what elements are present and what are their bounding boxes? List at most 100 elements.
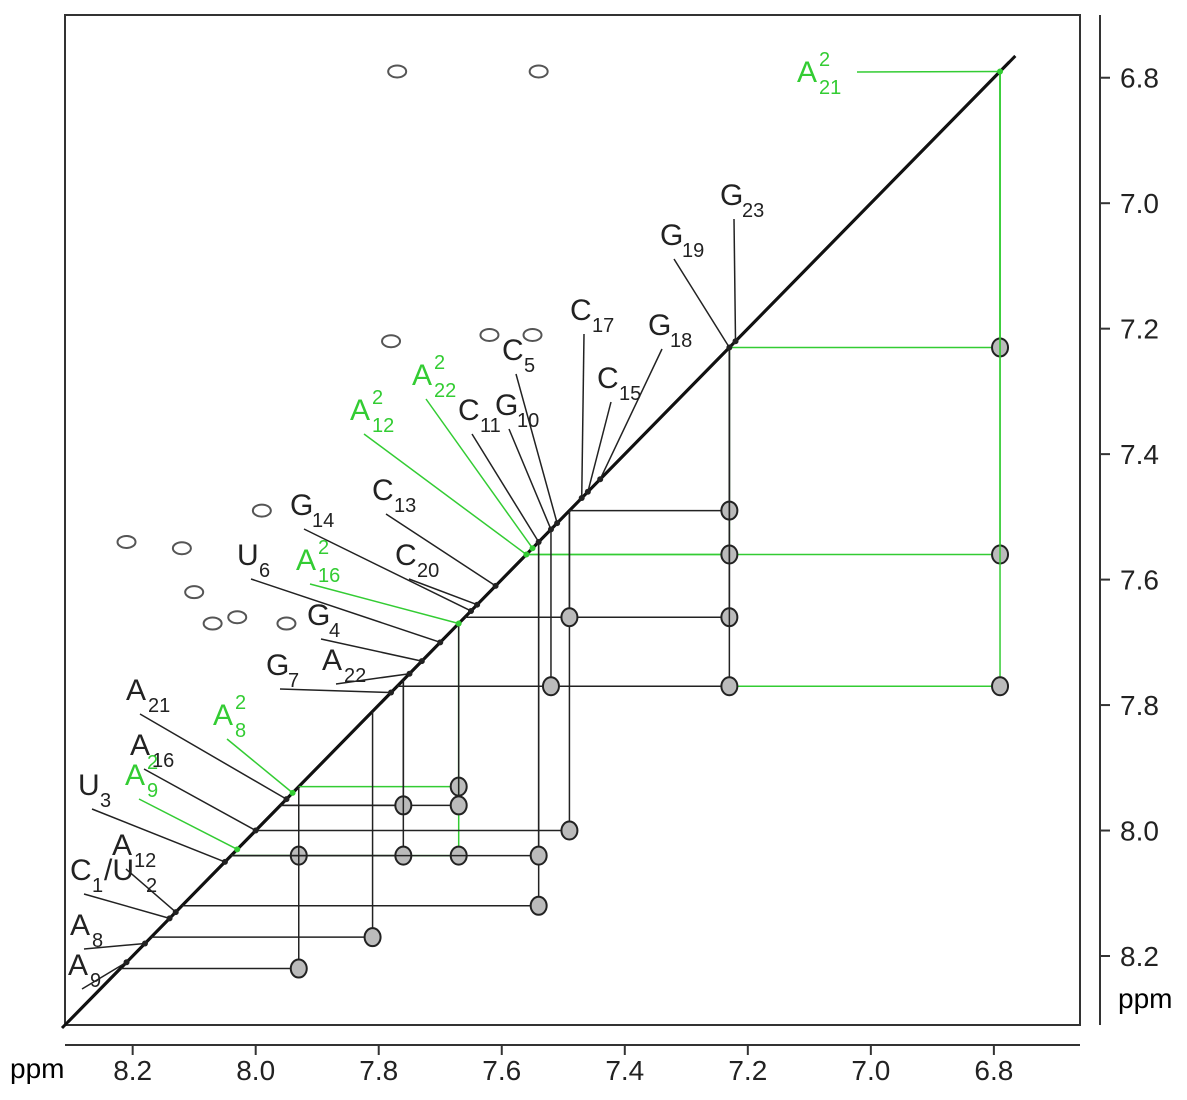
diagonal-peak	[523, 551, 530, 558]
x-tick-label: 7.2	[728, 1055, 767, 1086]
leader	[81, 961, 127, 990]
assignment-label: U	[78, 769, 100, 802]
cross-peak	[529, 845, 548, 866]
assignment-sub: 9	[90, 970, 101, 992]
diagonal-peak	[997, 68, 1004, 75]
assignment-label: C	[458, 394, 480, 427]
diagonal-peak	[283, 796, 290, 803]
assignment-label: G	[266, 649, 289, 682]
assignment-label: A	[213, 699, 233, 732]
assignment-sub: 3	[100, 790, 111, 812]
cross-peak	[449, 795, 468, 816]
leader	[733, 218, 737, 342]
diagonal-peak	[584, 488, 591, 495]
assignment-label: A	[125, 759, 145, 792]
peak	[522, 327, 543, 342]
cross-peak	[289, 958, 308, 979]
assignment-label: A	[322, 644, 342, 677]
assignment-label: G	[660, 219, 683, 252]
diagonal-peak	[234, 846, 241, 853]
assignment-sub: 16	[318, 565, 340, 587]
x-tick-label: 7.0	[851, 1055, 890, 1086]
assignment-label: C	[372, 474, 394, 507]
leader	[309, 583, 459, 625]
plot-frame	[64, 14, 1081, 1026]
assignment-sub: 20	[417, 560, 439, 582]
diagonal-peak	[455, 620, 462, 627]
diagonal-peak	[437, 639, 444, 646]
peak	[184, 585, 205, 600]
assignment-sub: 1	[92, 875, 103, 897]
assignment-label: A	[350, 394, 370, 427]
leader	[91, 808, 226, 863]
assignment-label: A	[112, 829, 132, 862]
assignment-label: G	[495, 389, 518, 422]
diagonal-peak	[123, 959, 130, 966]
peak	[479, 327, 500, 342]
leader	[471, 433, 540, 543]
leader	[139, 713, 287, 800]
leader	[143, 768, 257, 832]
peak	[227, 610, 248, 625]
y-tick-label: 7.0	[1120, 188, 1159, 219]
cross-peak	[560, 607, 579, 628]
y-tick-label: 6.8	[1120, 63, 1159, 94]
x-axis-label: ppm	[10, 1053, 64, 1084]
assignment-sub: 17	[592, 315, 614, 337]
peak	[528, 64, 549, 79]
assignment-sub: 10	[517, 410, 539, 432]
assignment-label: C	[570, 294, 592, 327]
x-tick-label: 8.0	[236, 1055, 275, 1086]
peak	[202, 616, 223, 631]
leader	[515, 373, 558, 524]
peak	[276, 616, 297, 631]
assignment-sub: 7	[288, 670, 299, 692]
assignment-sub: 23	[742, 200, 764, 222]
assignment-sup: 2	[434, 352, 445, 374]
diagonal-peak	[554, 520, 561, 527]
peak	[116, 534, 137, 549]
assignment-sub: 21	[819, 77, 841, 99]
diagonal-peak	[474, 601, 481, 608]
leader	[587, 401, 612, 492]
diagonal-peak	[578, 495, 585, 502]
assignment-label: A	[70, 909, 90, 942]
assignment-label: /U	[104, 854, 134, 887]
peak	[171, 541, 192, 556]
assignment-sub: 2	[146, 875, 157, 897]
assignment-label: A	[296, 544, 316, 577]
assignment-label: G	[290, 489, 313, 522]
diagonal-peak	[388, 689, 395, 696]
leader	[279, 688, 392, 694]
diagonal-peak	[289, 789, 296, 796]
leader	[83, 942, 146, 950]
assignment-sup: 2	[819, 49, 830, 71]
y-tick-label: 7.8	[1120, 690, 1159, 721]
leader	[320, 638, 422, 662]
y-tick-label: 7.4	[1120, 439, 1159, 470]
diagonal-peak	[468, 607, 474, 614]
leader	[385, 513, 497, 587]
diagonal-peak	[418, 658, 425, 665]
leader	[303, 528, 472, 612]
x-tick-label: 7.6	[482, 1055, 521, 1086]
cross-peak	[363, 927, 382, 948]
leader	[250, 578, 441, 644]
diagonal-peak	[166, 915, 173, 922]
y-tick-label: 7.2	[1120, 314, 1159, 345]
assignment-sub: 13	[394, 495, 416, 517]
assignment-sub: 16	[152, 750, 174, 772]
diagonal-peak	[529, 545, 536, 552]
x-tick-label: 6.8	[974, 1055, 1013, 1086]
leader	[580, 333, 585, 499]
x-tick-label: 7.4	[605, 1055, 644, 1086]
diagonal-peak	[726, 344, 733, 351]
diagonal-peak	[597, 476, 604, 483]
cross-peak	[529, 895, 548, 916]
assignment-sup: 2	[372, 387, 383, 409]
leader	[138, 798, 238, 851]
assignment-label: G	[307, 599, 330, 632]
assignment-sup: 2	[318, 537, 329, 559]
assignment-sub: 15	[619, 383, 641, 405]
